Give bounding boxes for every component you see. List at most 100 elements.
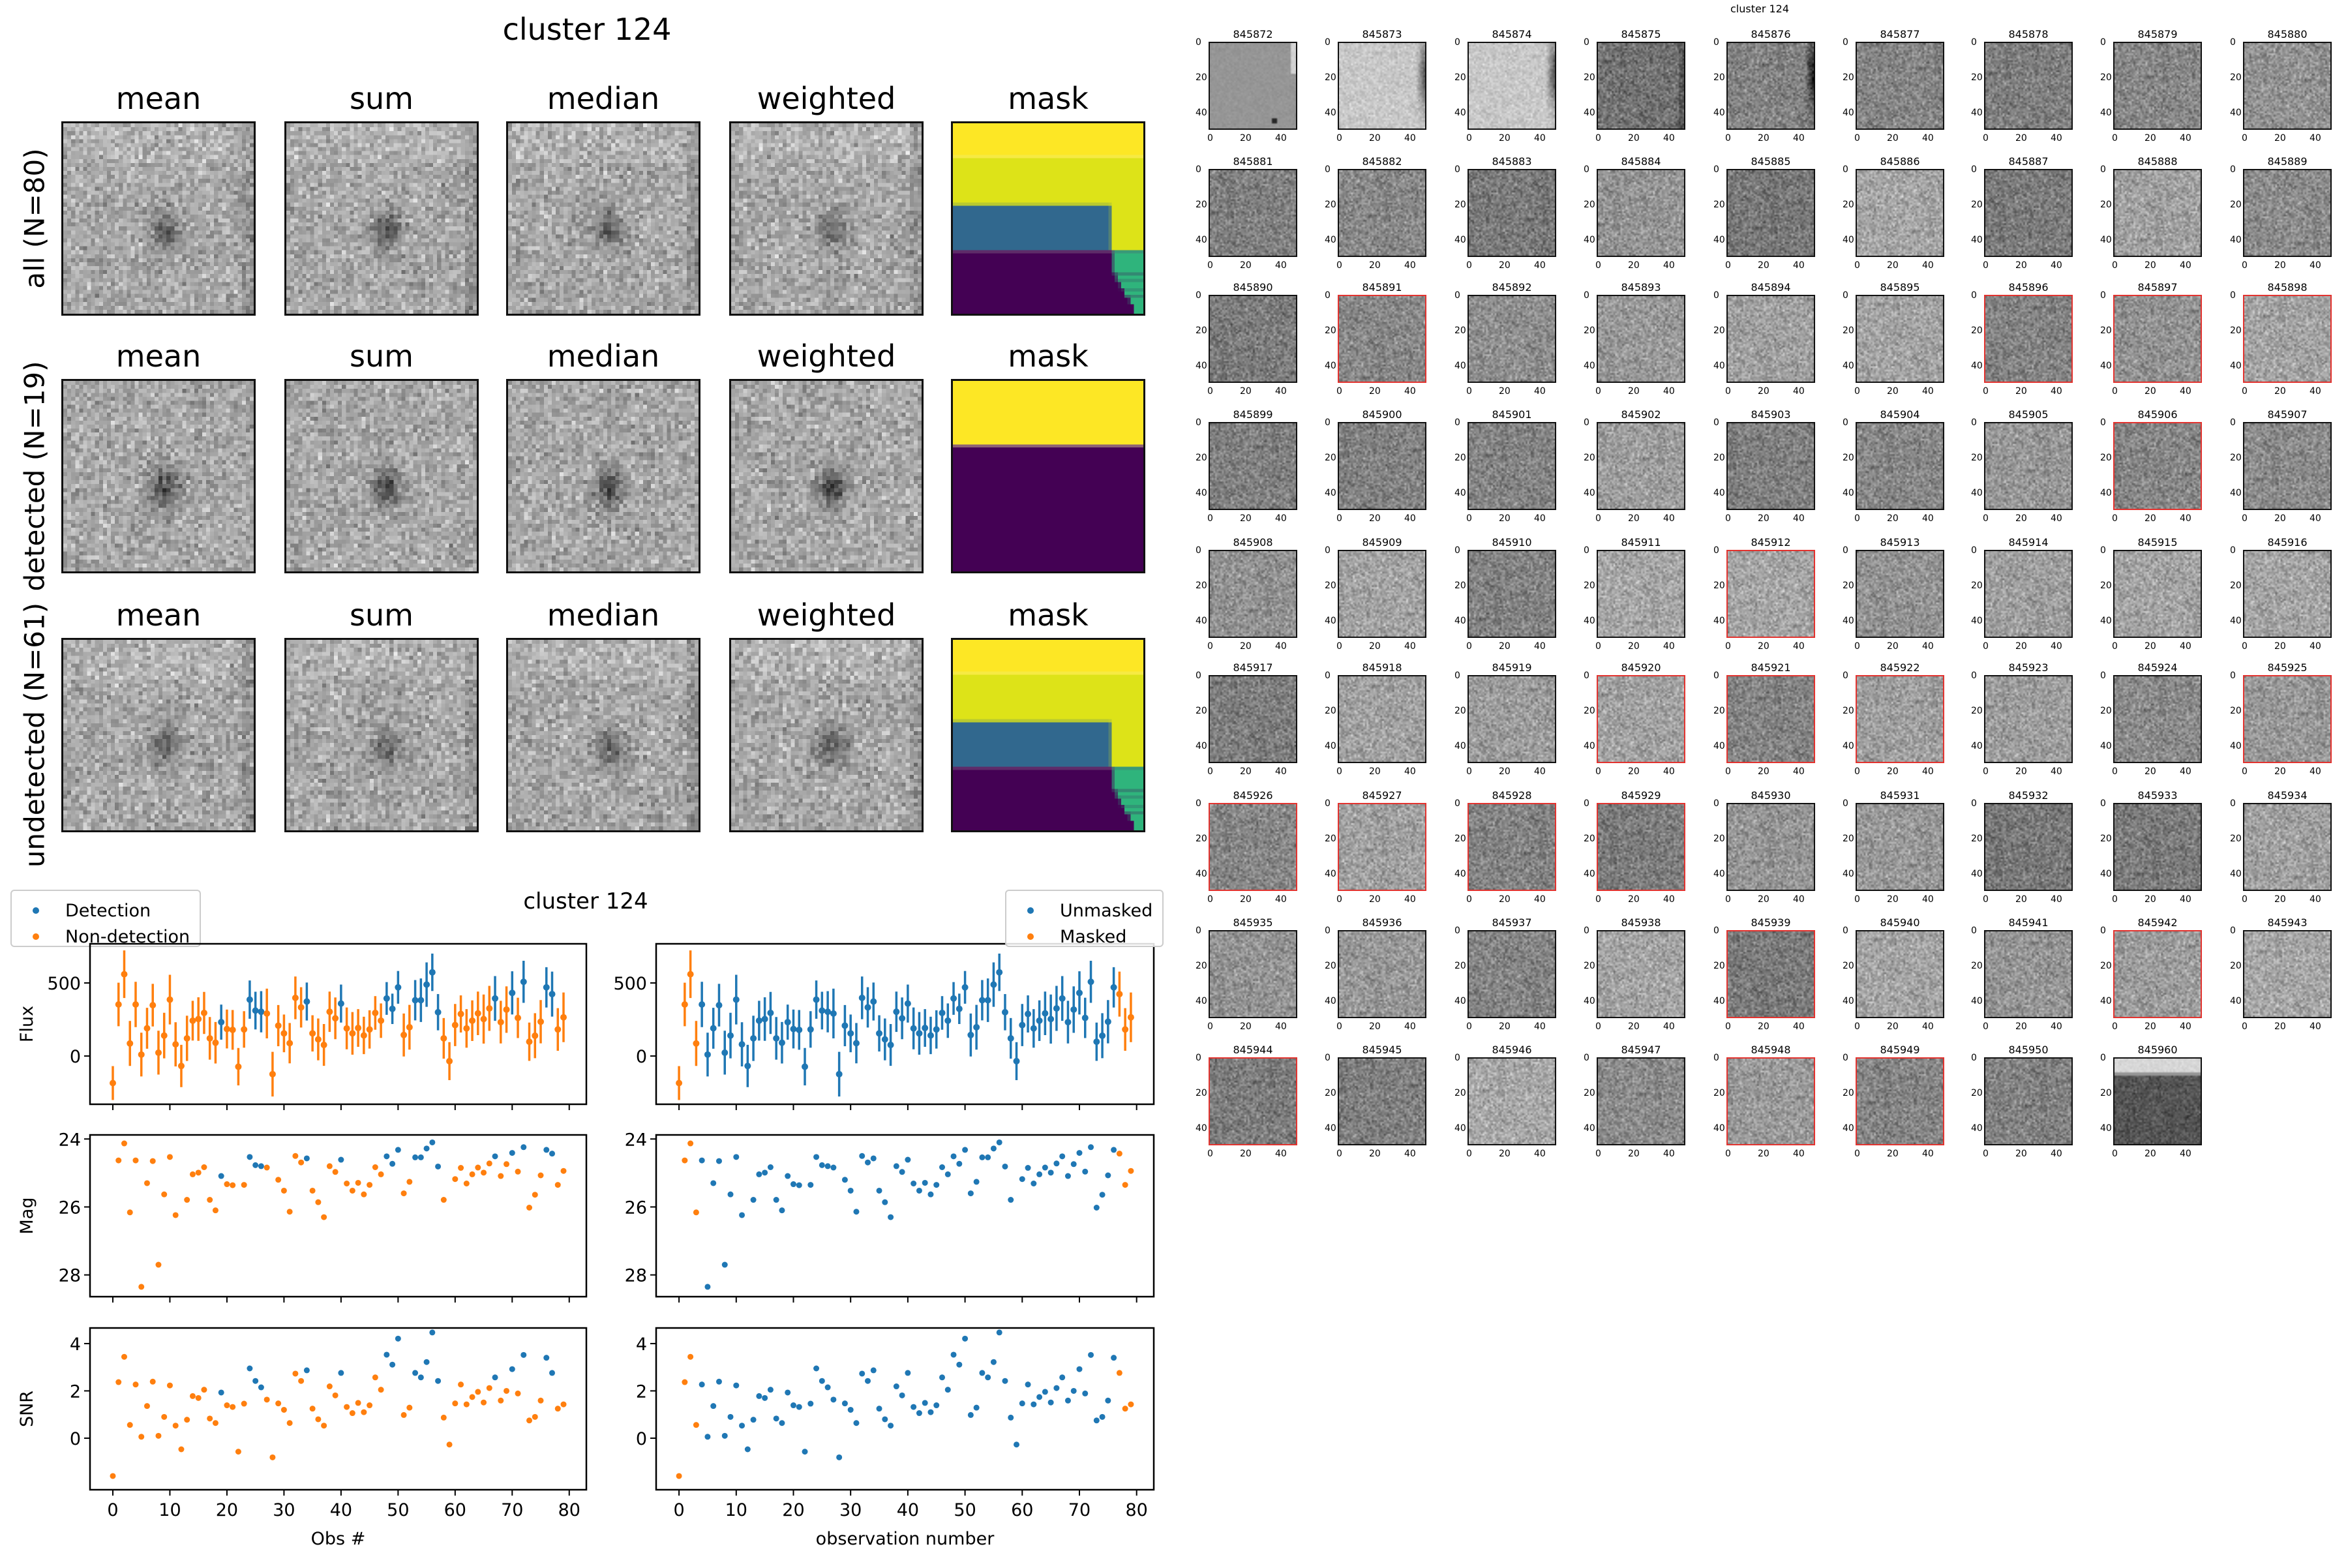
thumbnail-image bbox=[1209, 169, 1297, 257]
y-tick-label: 40 bbox=[1713, 1123, 1725, 1134]
y-tick-label: 0 bbox=[2100, 164, 2106, 175]
stamp-title-sum: sum bbox=[350, 81, 414, 116]
data-point bbox=[1042, 1389, 1048, 1395]
data-point bbox=[1042, 1010, 1049, 1017]
y-tick-label: 40 bbox=[1454, 1123, 1466, 1134]
data-point bbox=[195, 1169, 202, 1176]
data-point bbox=[515, 1390, 521, 1396]
data-point bbox=[246, 996, 253, 1003]
thumbnail-title: 845905 bbox=[2008, 408, 2049, 421]
x-tick-label: 20 bbox=[2274, 133, 2286, 143]
y-tick-label: 0 bbox=[636, 1429, 647, 1449]
data-point bbox=[779, 1420, 785, 1426]
data-point bbox=[996, 969, 1003, 976]
thumbnail-image bbox=[2243, 42, 2332, 130]
x-tick-label: 40 bbox=[1404, 260, 1416, 271]
y-tick-label: 28 bbox=[625, 1266, 647, 1286]
x-tick-label: 20 bbox=[2274, 260, 2286, 271]
data-point bbox=[349, 1030, 356, 1037]
data-point bbox=[882, 1416, 888, 1423]
thumbnail-title: 845911 bbox=[1621, 536, 1661, 549]
data-point bbox=[314, 1036, 322, 1043]
data-point bbox=[337, 1000, 344, 1007]
y-tick-label: 20 bbox=[1971, 72, 1983, 83]
thumbnail-image-detected bbox=[1338, 803, 1426, 891]
x-tick-label: 40 bbox=[1793, 260, 1805, 271]
data-point bbox=[1099, 1192, 1106, 1198]
y-tick-label: 4 bbox=[70, 1334, 81, 1355]
data-point bbox=[338, 1156, 344, 1163]
stamp-detected-sum bbox=[284, 379, 479, 573]
data-point bbox=[247, 1154, 253, 1160]
data-point bbox=[973, 1023, 980, 1031]
data-point bbox=[138, 1284, 145, 1290]
data-point bbox=[554, 1182, 561, 1188]
thumbnail-image bbox=[2243, 930, 2332, 1018]
thumbnail-image-detected bbox=[1338, 295, 1426, 383]
thumbnail-canvas bbox=[1985, 296, 2071, 382]
x-tick-label: 20 bbox=[1240, 766, 1252, 777]
y-tick-label: 20 bbox=[1325, 580, 1336, 591]
thumbnail-title: 845881 bbox=[1233, 155, 1273, 168]
data-point bbox=[166, 1154, 173, 1160]
thumbnail-canvas bbox=[1469, 676, 1555, 762]
data-point bbox=[922, 1025, 929, 1032]
y-tick-label: 40 bbox=[1196, 616, 1207, 626]
data-point bbox=[372, 1374, 378, 1381]
y-tick-label: 20 bbox=[1713, 580, 1725, 591]
y-tick-label: 20 bbox=[1325, 453, 1336, 463]
thumbnail-image-detected bbox=[2113, 930, 2202, 1018]
data-point bbox=[819, 1007, 826, 1014]
y-tick-label: 20 bbox=[1196, 580, 1207, 591]
stamp-title-median: median bbox=[547, 81, 660, 116]
y-tick-label: 0 bbox=[2230, 545, 2236, 556]
y-tick-label: 20 bbox=[1584, 961, 1595, 971]
x-tick-label: 0 bbox=[1336, 1021, 1342, 1032]
data-point bbox=[750, 1417, 757, 1423]
x-tick-label: 20 bbox=[1369, 766, 1381, 777]
y-tick-label: 20 bbox=[1713, 453, 1725, 463]
y-tick-label: 2 bbox=[70, 1381, 81, 1402]
thumbnail-title: 845918 bbox=[1362, 661, 1402, 674]
data-point bbox=[1059, 1374, 1066, 1381]
data-point bbox=[412, 1154, 419, 1160]
x-tick-label: 40 bbox=[2051, 1021, 2062, 1032]
data-point bbox=[138, 1434, 145, 1440]
data-point bbox=[807, 1182, 814, 1188]
x-axis-label: Obs # bbox=[311, 1529, 366, 1549]
x-tick-label: 0 bbox=[1466, 641, 1472, 652]
data-point bbox=[864, 1378, 871, 1384]
x-tick-label: 40 bbox=[1922, 1021, 1934, 1032]
thumbnail-canvas bbox=[1469, 43, 1555, 128]
x-tick-label: 20 bbox=[1240, 894, 1252, 905]
thumbnail-image bbox=[1984, 42, 2073, 130]
data-point bbox=[332, 1015, 339, 1022]
data-point bbox=[870, 998, 877, 1005]
legend-entry: Masked bbox=[1016, 924, 1153, 950]
data-point bbox=[841, 1400, 848, 1407]
data-point bbox=[127, 1209, 133, 1216]
y-tick-label: 0 bbox=[1454, 417, 1460, 428]
y-tick-label: 20 bbox=[1196, 325, 1207, 336]
y-tick-label: 20 bbox=[1843, 706, 1854, 716]
x-tick-label: 40 bbox=[1404, 641, 1416, 652]
y-tick-label: 0 bbox=[1971, 798, 1977, 809]
mask-image bbox=[953, 381, 1143, 571]
y-tick-label: 20 bbox=[1971, 961, 1983, 971]
y-tick-label: 0 bbox=[1325, 671, 1331, 681]
data-point bbox=[286, 1420, 293, 1426]
thumbnail-title: 845888 bbox=[2137, 155, 2178, 168]
data-point bbox=[853, 1209, 860, 1215]
data-point bbox=[1013, 1057, 1020, 1064]
x-tick-label: 0 bbox=[1983, 1149, 1989, 1159]
data-point bbox=[888, 1423, 894, 1429]
data-point bbox=[549, 1370, 556, 1376]
data-point bbox=[687, 1140, 694, 1147]
thumbnail-image-detected bbox=[2243, 295, 2332, 383]
data-point bbox=[950, 995, 957, 1002]
x-tick-label: 0 bbox=[1336, 641, 1342, 652]
stamp-all-mean bbox=[61, 121, 256, 316]
thumbnail-canvas bbox=[1598, 804, 1684, 890]
x-tick-label: 20 bbox=[1240, 1149, 1252, 1159]
y-tick-label: 40 bbox=[1325, 108, 1336, 118]
